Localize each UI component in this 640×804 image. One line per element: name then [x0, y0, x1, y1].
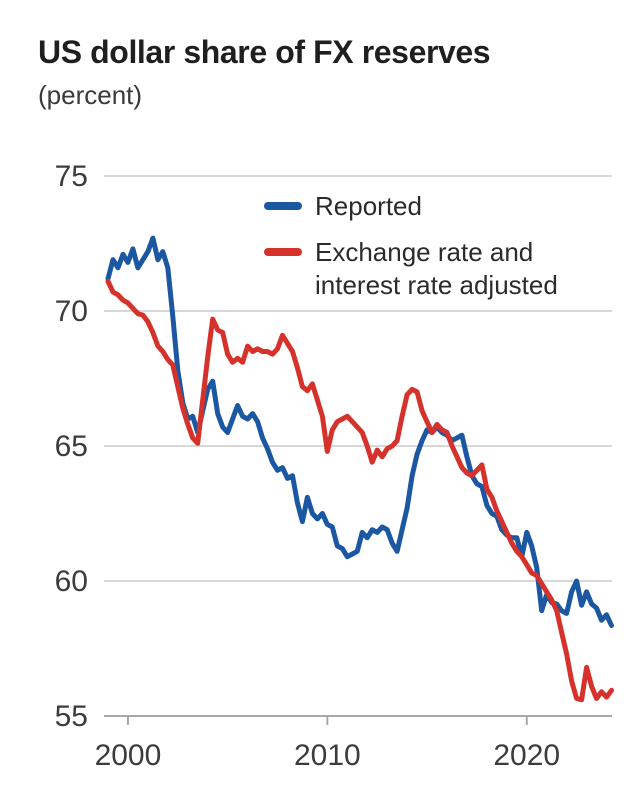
chart-subtitle: (percent)	[38, 80, 143, 110]
legend-item-reported: Reported	[264, 190, 597, 223]
y-tick-label-55: 55	[55, 700, 88, 733]
x-tick-label-2000: 2000	[95, 739, 162, 772]
y-tick-label-70: 70	[55, 295, 88, 328]
chart-title: US dollar share of FX reserves	[38, 34, 491, 70]
legend-label-reported: Reported	[315, 191, 422, 221]
legend-label-adjusted: Exchange rate and interest rate adjusted	[315, 237, 558, 301]
series-line-adjusted	[105, 278, 614, 703]
series-line-reported	[105, 235, 614, 628]
x-tick-label-2010: 2010	[294, 739, 361, 772]
legend-line-swatch-reported	[264, 202, 302, 210]
y-tick-label-60: 60	[55, 565, 88, 598]
legend-item-adjusted: Exchange rate and interest rate adjusted	[264, 236, 597, 302]
y-tick-label-65: 65	[55, 430, 88, 463]
legend: Reported Exchange rate and interest rate…	[264, 190, 597, 302]
y-tick-label-75: 75	[55, 160, 88, 193]
x-tick-label-2020: 2020	[493, 739, 560, 772]
legend-line-swatch-adjusted	[264, 248, 302, 257]
